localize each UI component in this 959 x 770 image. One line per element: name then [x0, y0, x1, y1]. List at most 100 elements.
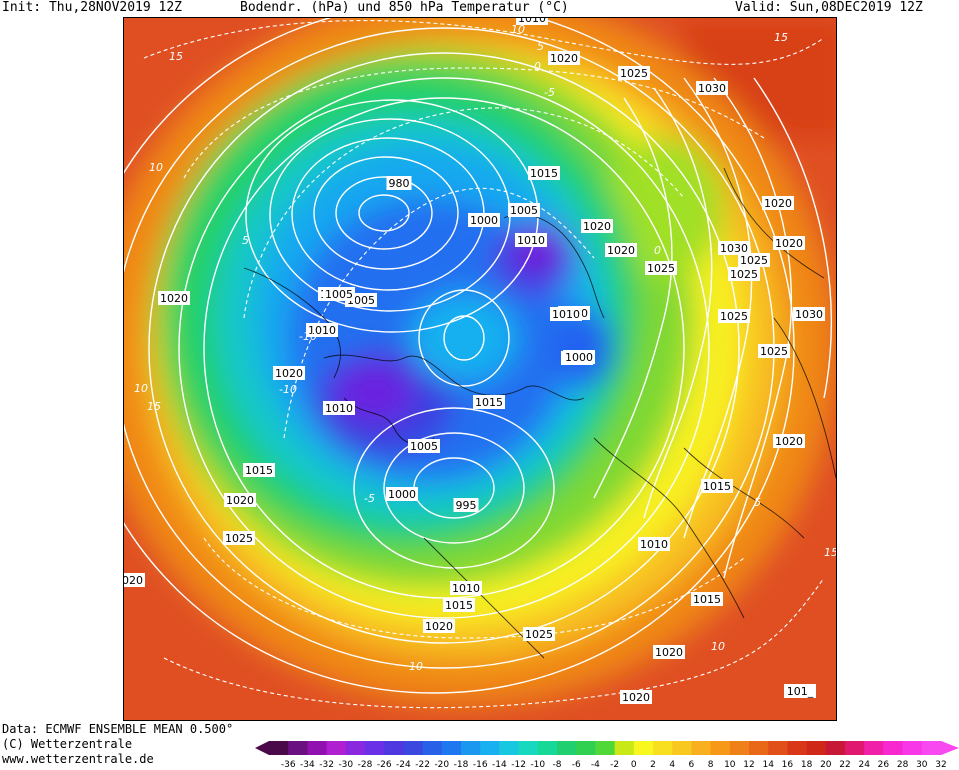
pressure-label-box: [450, 581, 482, 595]
pressure-label: 1010: [452, 582, 480, 595]
temperature-label: 15: [169, 50, 183, 63]
legend-swatch: [537, 741, 558, 755]
isotherms: [143, 20, 825, 709]
pressure-label-box: [273, 366, 305, 380]
temperature-label: -5: [544, 86, 555, 99]
legend-swatch: [864, 741, 884, 755]
pressure-label-box: [224, 493, 256, 507]
legend-tick-label: -20: [434, 760, 449, 770]
legend-tick-label: 28: [897, 760, 909, 770]
pressure-label: 1020: [226, 494, 254, 507]
legend-tick-label: 16: [782, 760, 794, 770]
legend-tick-label: 2: [650, 760, 656, 770]
legend-swatch: [614, 741, 635, 755]
pressure-label-box: [548, 51, 580, 65]
pressure-label: 1015: [445, 599, 473, 612]
temperature-label: 10: [134, 382, 148, 395]
temperature-label: 5: [537, 40, 544, 53]
legend-swatch: [384, 741, 404, 755]
legend-swatch: [825, 741, 846, 755]
pressure-label: 1015: [530, 167, 558, 180]
overlay-labels: 1020102510309801015100510001010102010201…: [124, 18, 836, 704]
pressure-label-box: [581, 219, 613, 233]
legend-tick-label: -14: [492, 760, 507, 770]
pressure-label: 1025: [620, 67, 648, 80]
pressure-label-box: [758, 344, 790, 358]
pressure-label-box: [773, 434, 805, 448]
pressure-label-box: [473, 395, 505, 409]
pressure-label-box: [223, 531, 255, 545]
legend-swatch: [422, 741, 443, 755]
pressure-label-box: [718, 309, 750, 323]
temperature-label: -10: [299, 330, 317, 343]
pressure-label-box: [523, 627, 555, 641]
pressure-label: 1030: [720, 242, 748, 255]
legend-swatch: [691, 741, 712, 755]
pressure-label: 1020: [124, 574, 143, 587]
pressure-label-box: [306, 323, 338, 337]
pressure-label: 1010: [325, 402, 353, 415]
legend-swatch: [480, 741, 500, 755]
legend-swatch: [441, 741, 462, 755]
pressure-label: 1025: [225, 532, 253, 545]
pressure-label: 1010: [552, 308, 580, 321]
legend-swatch: [365, 741, 385, 755]
legend-swatch: [653, 741, 673, 755]
pressure-label: 1020: [425, 620, 453, 633]
legend-tick-label: -22: [415, 760, 430, 770]
pressure-label-box: [243, 463, 275, 477]
legend-swatch: [883, 741, 904, 755]
legend-swatch: [845, 741, 865, 755]
legend-tick-label: -8: [553, 760, 562, 770]
legend-arrow-right: [941, 741, 959, 755]
pressure-label: 995: [456, 499, 477, 512]
legend-swatch: [288, 741, 308, 755]
pressure-label: 1005: [410, 440, 438, 453]
website: www.wetterzentrale.de: [2, 752, 154, 766]
pressure-label: 101_: [787, 685, 814, 698]
pressure-label: 1025: [720, 310, 748, 323]
legend-swatch: [710, 741, 731, 755]
data-source: Data: ECMWF ENSEMBLE MEAN 0.500°: [2, 722, 234, 736]
legend-swatch: [326, 741, 347, 755]
legend-tick-label: 4: [669, 760, 675, 770]
temperature-label: 10: [409, 660, 423, 673]
pressure-label: 1025: [760, 345, 788, 358]
pressure-label: 1020: [775, 435, 803, 448]
pressure-label-box: [691, 592, 723, 606]
temperature-label: 10: [511, 23, 525, 36]
pressure-label-box: [408, 439, 440, 453]
pressure-label: 980: [389, 177, 410, 190]
pressure-label: 1010: [518, 18, 546, 25]
legend-tick-label: -24: [396, 760, 411, 770]
legend-swatch: [806, 741, 827, 755]
pressure-label-box: [784, 684, 816, 698]
legend-swatch: [461, 741, 481, 755]
pressure-label: 1010: [640, 538, 668, 551]
pressure-label-box: [468, 213, 500, 227]
pressure-label-box: [515, 233, 547, 247]
legend-swatch: [518, 741, 539, 755]
valid-time: Valid: Sun,08DEC2019 12Z: [735, 0, 923, 15]
pressure-label-box: [158, 291, 190, 305]
legend-tick-label: 18: [801, 760, 813, 770]
temperature-label: 5: [754, 496, 761, 509]
pressure-label-box: [386, 487, 418, 501]
temperature-label: 5: [242, 234, 249, 247]
legend-swatch: [557, 741, 577, 755]
legend-swatch: [576, 741, 596, 755]
legend-tick-label: -34: [300, 760, 315, 770]
pressure-label: 1020: [607, 244, 635, 257]
pressure-label: 1020: [160, 292, 188, 305]
pressure-label-box: [508, 203, 540, 217]
pressure-label-box: [701, 479, 733, 493]
pressure-label-box: [718, 241, 750, 255]
legend-tick-label: -18: [454, 760, 469, 770]
pressure-label-box: [793, 307, 825, 321]
pressure-label: 1020: [655, 646, 683, 659]
legend-tick-label: 26: [878, 760, 890, 770]
pressure-label-box: [323, 401, 355, 415]
legend-tick-label: 10: [724, 760, 736, 770]
temperature-label: 0: [654, 244, 661, 257]
pressure-label: 1015: [475, 396, 503, 409]
